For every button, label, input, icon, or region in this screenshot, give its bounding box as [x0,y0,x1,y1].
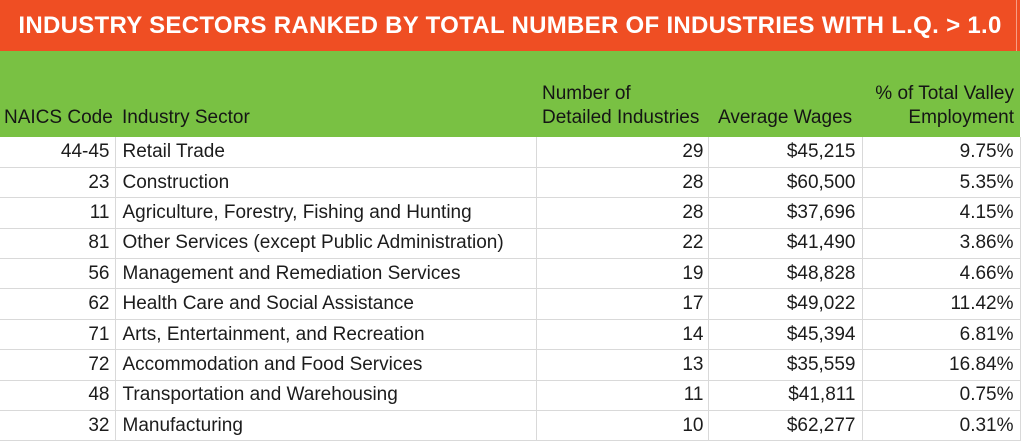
industry-sector-cell: Agriculture, Forestry, Fishing and Hunti… [115,197,537,229]
figure-title: INDUSTRY SECTORS RANKED BY TOTAL NUMBER … [18,11,1002,39]
employment-percent-cell: 4.15% [862,197,1021,229]
column-header-detailed-industries: Number of Detailed Industries [542,83,700,129]
naics-code-cell: 71 [0,319,116,351]
industry-sector-cell: Manufacturing [115,410,537,441]
employment-percent-cell: 3.86% [862,228,1021,260]
naics-code-cell: 44-45 [0,137,116,168]
table-row: 48 Transportation and Warehousing 11 $41… [0,380,1021,412]
table-header: NAICS Code Industry Sector Number of Det… [0,51,1020,137]
average-wages-cell: $41,811 [708,380,863,412]
detailed-industries-cell: 11 [536,380,709,412]
average-wages-cell: $35,559 [708,349,863,381]
table-row: 44-45 Retail Trade 29 $45,215 9.75% [0,137,1021,168]
industry-sector-cell: Accommodation and Food Services [115,349,537,381]
industry-sector-cell: Construction [115,167,537,199]
table-row: 71 Arts, Entertainment, and Recreation 1… [0,319,1021,351]
banner-right-gridline [1016,0,1017,51]
industry-sector-cell: Arts, Entertainment, and Recreation [115,319,537,351]
employment-percent-cell: 4.66% [862,258,1021,290]
naics-code-cell: 23 [0,167,116,199]
table-row: 72 Accommodation and Food Services 13 $3… [0,349,1021,381]
employment-percent-cell: 16.84% [862,349,1021,381]
detailed-industries-cell: 22 [536,228,709,260]
industry-sector-cell: Retail Trade [115,137,537,168]
column-header-naics-code: NAICS Code [4,107,113,129]
average-wages-cell: $48,828 [708,258,863,290]
detailed-industries-cell: 28 [536,167,709,199]
industry-sectors-table: NAICS Code Industry Sector Number of Det… [0,51,1021,441]
naics-code-cell: 72 [0,349,116,381]
table-row: 11 Agriculture, Forestry, Fishing and Hu… [0,197,1021,229]
detailed-industries-cell: 28 [536,197,709,229]
title-banner: INDUSTRY SECTORS RANKED BY TOTAL NUMBER … [0,0,1020,51]
table-row: 56 Management and Remediation Services 1… [0,258,1021,290]
detailed-industries-cell: 14 [536,319,709,351]
average-wages-cell: $60,500 [708,167,863,199]
industry-sector-cell: Transportation and Warehousing [115,380,537,412]
header-row: NAICS Code Industry Sector Number of Det… [0,51,1020,137]
average-wages-cell: $49,022 [708,288,863,320]
column-header-valley-employment: % of Total Valley Employment [875,83,1014,129]
employment-percent-cell: 5.35% [862,167,1021,199]
average-wages-cell: $45,394 [708,319,863,351]
table-row: 62 Health Care and Social Assistance 17 … [0,288,1021,320]
industry-sector-cell: Health Care and Social Assistance [115,288,537,320]
detailed-industries-cell: 19 [536,258,709,290]
average-wages-cell: $41,490 [708,228,863,260]
employment-percent-cell: 0.75% [862,380,1021,412]
average-wages-cell: $37,696 [708,197,863,229]
table-body: 44-45 Retail Trade 29 $45,215 9.75% 23 C… [0,137,1021,441]
average-wages-cell: $62,277 [708,410,863,441]
naics-code-cell: 11 [0,197,116,229]
industry-sector-cell: Management and Remediation Services [115,258,537,290]
naics-code-cell: 48 [0,380,116,412]
detailed-industries-cell: 10 [536,410,709,441]
industry-sector-cell: Other Services (except Public Administra… [115,228,537,260]
table-row: 32 Manufacturing 10 $62,277 0.31% [0,410,1021,441]
employment-percent-cell: 6.81% [862,319,1021,351]
detailed-industries-cell: 17 [536,288,709,320]
naics-code-cell: 56 [0,258,116,290]
table-row: 81 Other Services (except Public Adminis… [0,228,1021,260]
table-row: 23 Construction 28 $60,500 5.35% [0,167,1021,199]
column-header-average-wages: Average Wages [718,107,853,129]
employment-percent-cell: 11.42% [862,288,1021,320]
detailed-industries-cell: 13 [536,349,709,381]
average-wages-cell: $45,215 [708,137,863,168]
employment-percent-cell: 9.75% [862,137,1021,168]
naics-code-cell: 32 [0,410,116,441]
detailed-industries-cell: 29 [536,137,709,168]
column-header-industry-sector: Industry Sector [122,107,250,129]
employment-percent-cell: 0.31% [862,410,1021,441]
naics-code-cell: 62 [0,288,116,320]
naics-code-cell: 81 [0,228,116,260]
